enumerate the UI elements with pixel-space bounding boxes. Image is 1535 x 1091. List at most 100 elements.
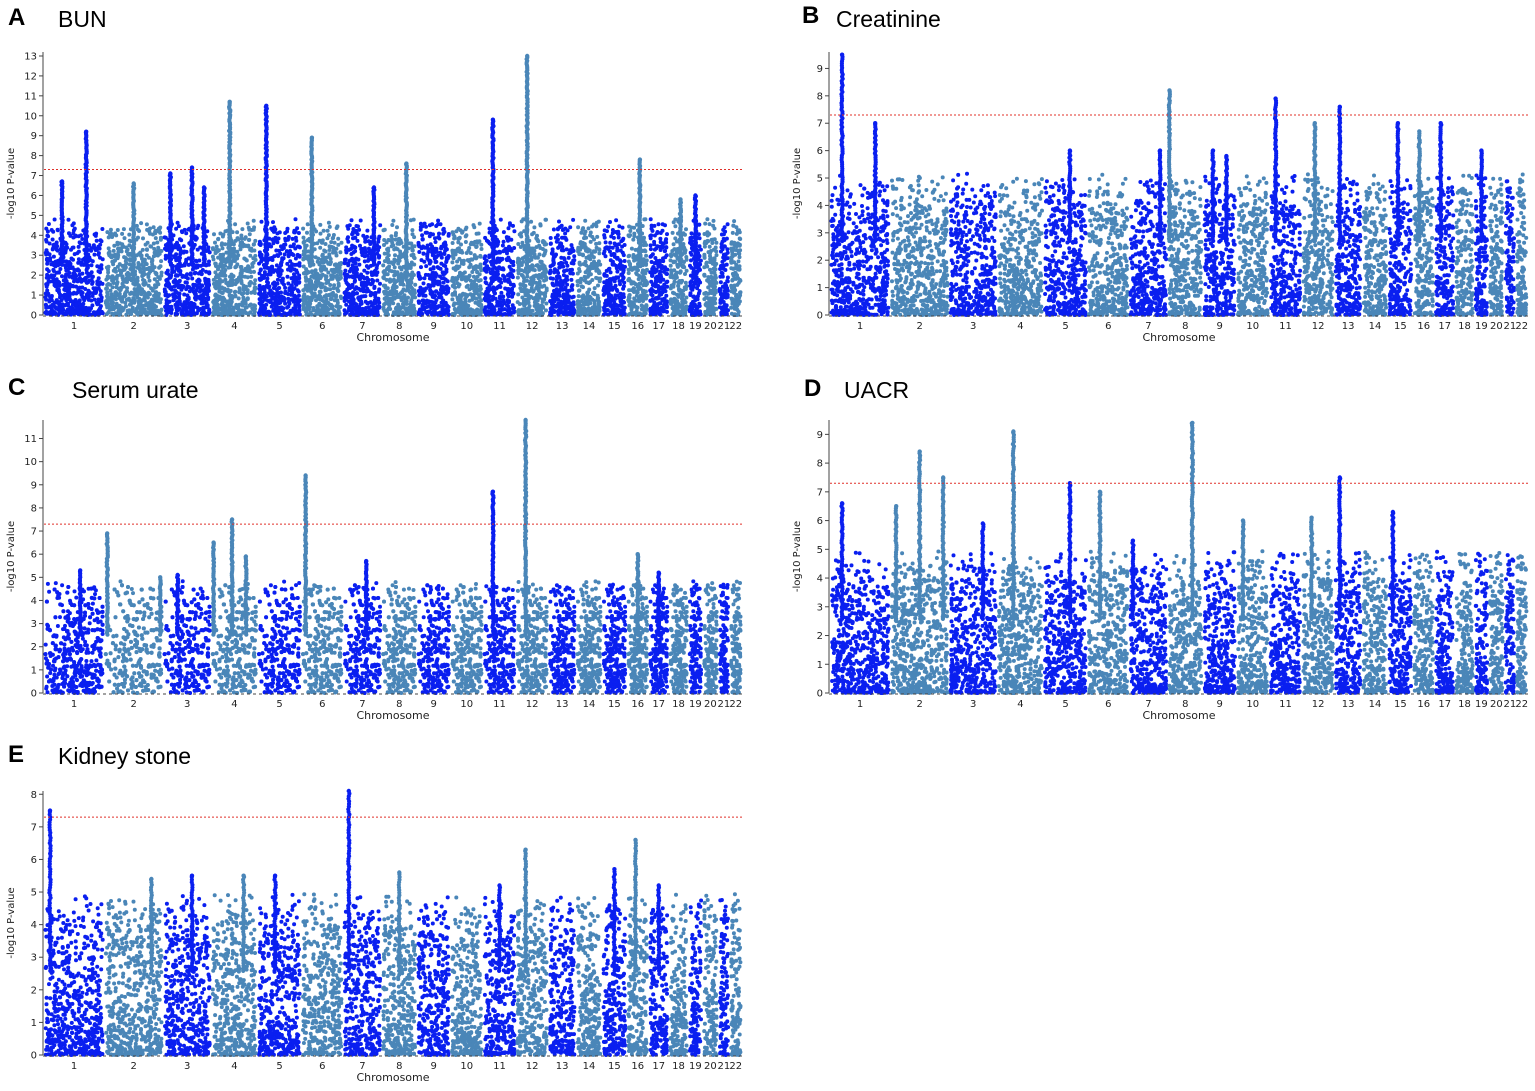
peak-point (1167, 88, 1172, 93)
chromosome-points (257, 892, 302, 1057)
peak-point (941, 475, 946, 480)
x-tick-label: 6 (1105, 699, 1111, 710)
y-tick-label: 8 (817, 459, 823, 470)
x-tick-label: 16 (631, 321, 644, 332)
peak-11 (490, 489, 496, 637)
peak-12 (522, 417, 529, 637)
x-tick-label: 2 (131, 1061, 137, 1072)
x-tick-label: 9 (431, 321, 437, 332)
peak-point (656, 570, 661, 575)
x-tick-label: 1 (857, 699, 863, 710)
chromosome-points (575, 896, 603, 1057)
y-tick-label: 4 (31, 231, 37, 242)
peak-point (678, 197, 683, 202)
chromosome-points (729, 579, 743, 695)
peak-10 (1240, 518, 1246, 621)
chromosome-points (43, 894, 105, 1057)
chromosome-points (1087, 549, 1130, 695)
x-tick-label: 4 (1017, 321, 1023, 332)
peak-1 (83, 129, 89, 267)
y-tick-label: 9 (31, 131, 37, 142)
y-tick-label: 0 (817, 311, 823, 322)
chromosome-points (575, 579, 603, 695)
x-tick-label: 16 (631, 699, 644, 710)
x-tick-label: 12 (526, 1061, 539, 1072)
x-tick-label: 13 (1342, 321, 1355, 332)
chromosome-points (687, 579, 704, 695)
x-axis-label: Chromosome (1142, 331, 1215, 344)
peak-2 (148, 876, 155, 973)
x-tick-label: 1 (857, 321, 863, 332)
peak-7 (346, 788, 352, 973)
peak-point (272, 873, 278, 878)
x-tick-label: 17 (652, 321, 665, 332)
chromosome-points (702, 217, 719, 317)
x-tick-label: 1 (71, 1061, 77, 1072)
x-tick-label: 18 (672, 1061, 685, 1072)
chromosome-points (601, 892, 628, 1057)
y-tick-label: 6 (817, 146, 823, 157)
peak-point (980, 521, 985, 526)
y-tick-label: 11 (24, 434, 37, 445)
y-tick-label: 8 (31, 790, 37, 801)
peak-point (1067, 481, 1073, 486)
x-tick-label: 16 (631, 1061, 644, 1072)
chromosome-points (687, 898, 704, 1057)
chromosome-points (1236, 549, 1270, 695)
chromosome-points (717, 898, 731, 1057)
peak-point (364, 558, 369, 564)
chromosome-points (1515, 172, 1529, 317)
x-tick-label: 10 (1246, 321, 1259, 332)
peak-point (490, 117, 496, 122)
peak-8 (1189, 420, 1196, 621)
chromosome-points (702, 581, 719, 695)
x-tick-label: 12 (526, 699, 539, 710)
y-tick-label: 3 (817, 602, 823, 613)
y-tick-label: 7 (31, 822, 37, 833)
x-tick-label: 11 (493, 1061, 506, 1072)
peak-point (1395, 121, 1401, 126)
y-tick-label: 4 (817, 201, 823, 212)
y-tick-label: 1 (31, 291, 37, 302)
chromosome-points (648, 906, 670, 1057)
panel-title: Kidney stone (58, 745, 191, 768)
peak-15 (1395, 121, 1401, 244)
peak-point (633, 837, 638, 843)
peak-7 (371, 185, 377, 267)
y-tick-label: 4 (817, 574, 823, 585)
chromosome-points (1361, 550, 1389, 695)
x-tick-label: 5 (276, 1061, 282, 1072)
peak-point (47, 808, 53, 813)
panel-letter: A (8, 6, 25, 30)
peak-15 (1390, 509, 1396, 621)
peak-point (158, 575, 163, 580)
y-tick-label: 2 (31, 271, 37, 282)
x-tick-label: 14 (583, 1061, 596, 1072)
x-tick-label: 8 (396, 699, 402, 710)
chromosome-points (1087, 172, 1130, 317)
y-tick-label: 1 (817, 283, 823, 294)
peak-point (1417, 129, 1422, 134)
chromosome-points (1167, 178, 1204, 317)
peak-point (1438, 121, 1443, 126)
chromosome-points (1043, 552, 1088, 695)
y-axis-label: -log10 P-value (6, 521, 17, 592)
peak-point (78, 568, 83, 573)
peak-point (201, 185, 207, 190)
y-tick-label: 11 (24, 91, 37, 102)
peak-19 (1478, 148, 1485, 244)
x-tick-label: 20 (1490, 699, 1503, 710)
chromosome-points (1412, 552, 1436, 695)
peak-19 (692, 193, 699, 267)
peak-point (1312, 121, 1317, 126)
panel-letter: C (8, 376, 25, 400)
panel-letter: D (804, 377, 821, 401)
peak-point (1097, 489, 1103, 494)
peak-point (637, 157, 643, 162)
peak-point (189, 873, 195, 878)
chromosome-points (601, 218, 627, 317)
peak-point (693, 193, 698, 198)
